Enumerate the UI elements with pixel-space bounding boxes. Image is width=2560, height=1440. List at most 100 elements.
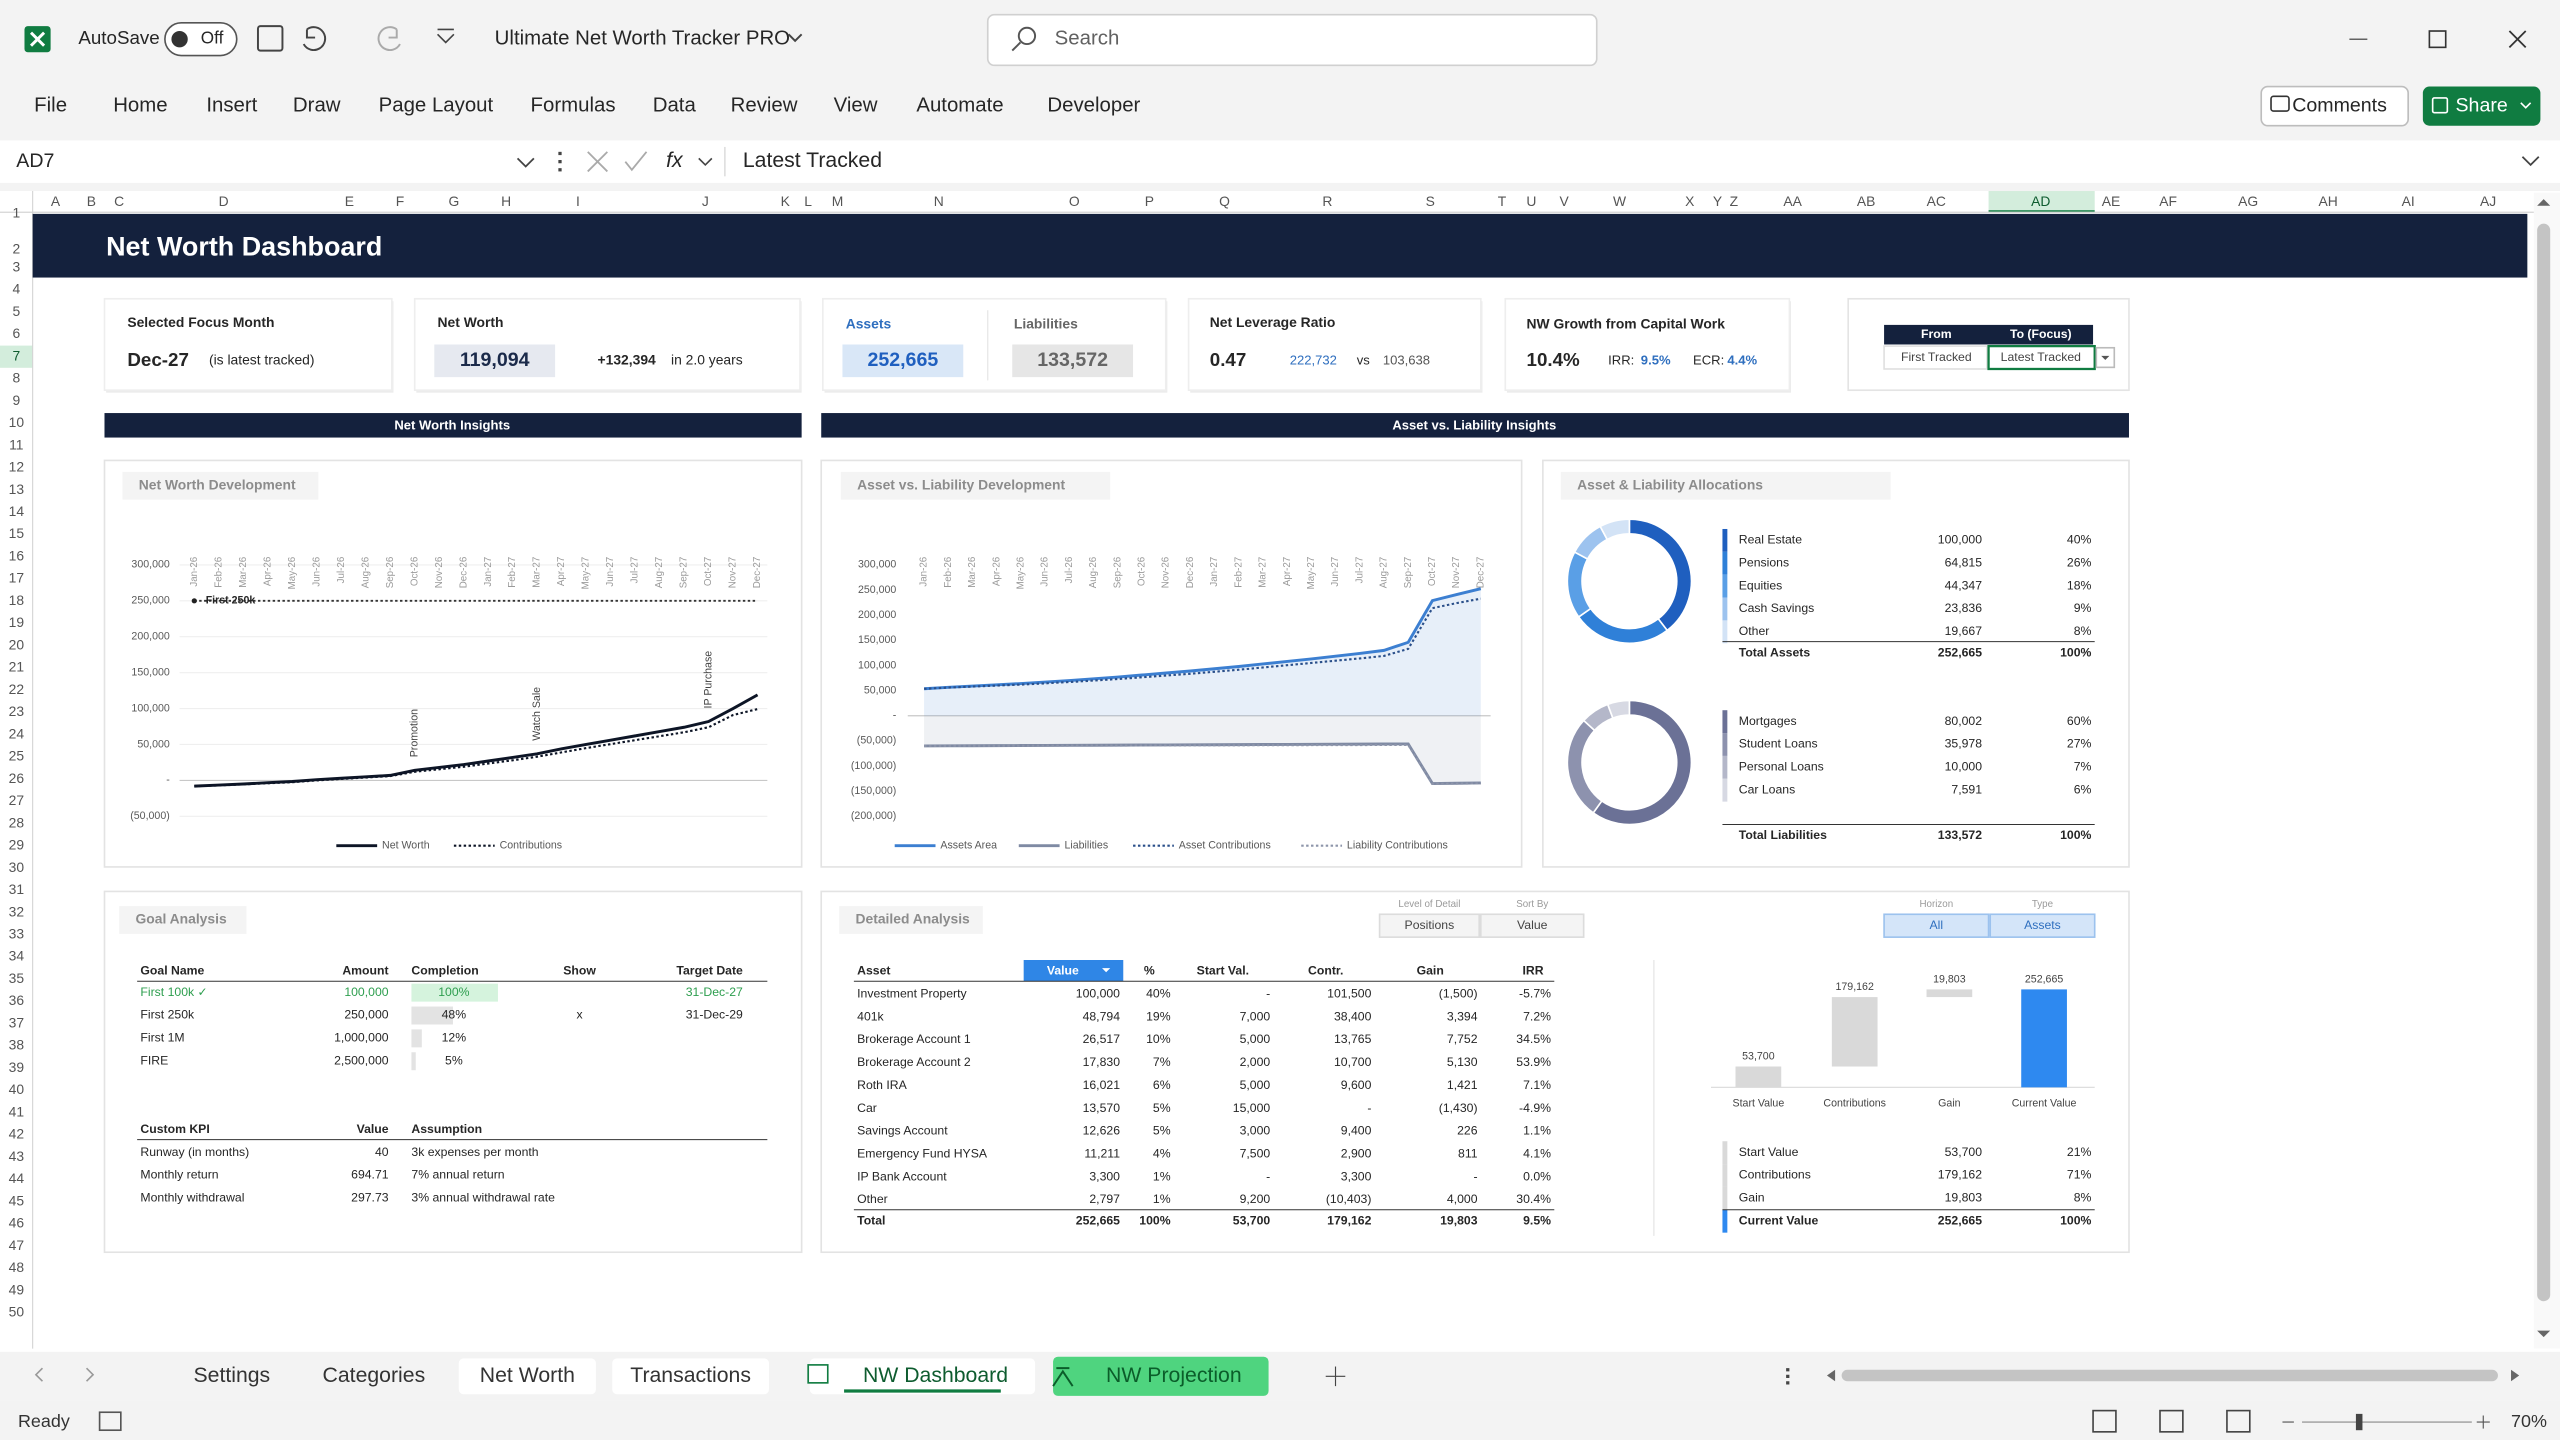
ribbon-tab[interactable]: Home — [113, 95, 167, 117]
row-header[interactable]: 12 — [9, 459, 25, 475]
column-header[interactable]: AJ — [2480, 193, 2496, 209]
column-header[interactable]: H — [501, 193, 511, 209]
row-header[interactable]: 24 — [9, 725, 25, 741]
column-header[interactable]: AG — [2238, 193, 2258, 209]
column-header[interactable]: AC — [1927, 193, 1946, 209]
column-header[interactable]: U — [1526, 193, 1536, 209]
row-header[interactable]: 7 — [12, 347, 20, 363]
column-header[interactable]: N — [934, 193, 944, 209]
row-header[interactable]: 46 — [9, 1215, 25, 1231]
row-header[interactable]: 32 — [9, 903, 25, 919]
column-header[interactable]: X — [1685, 193, 1694, 209]
ribbon-tab[interactable]: Developer — [1047, 95, 1140, 117]
ribbon-tab[interactable]: Draw — [293, 95, 341, 117]
column-header[interactable]: I — [576, 193, 580, 209]
column-header[interactable]: D — [219, 193, 229, 209]
row-header[interactable]: 45 — [9, 1192, 25, 1208]
row-header[interactable]: 16 — [9, 547, 25, 563]
row-header[interactable]: 34 — [9, 948, 25, 964]
column-header[interactable]: P — [1145, 193, 1154, 209]
column-header[interactable]: G — [448, 193, 459, 209]
row-header[interactable]: 11 — [9, 436, 24, 452]
row-header[interactable]: 15 — [9, 525, 25, 541]
row-header[interactable]: 4 — [12, 281, 20, 297]
row-header[interactable]: 27 — [9, 792, 25, 808]
row-header[interactable]: 6 — [12, 325, 20, 341]
ribbon-tab[interactable]: Page Layout — [379, 95, 494, 117]
column-header[interactable]: J — [702, 193, 709, 209]
row-header[interactable]: 36 — [9, 992, 25, 1008]
column-header[interactable]: V — [1559, 193, 1569, 209]
row-header[interactable]: 29 — [9, 837, 25, 853]
column-header[interactable]: S — [1426, 193, 1435, 209]
row-header[interactable]: 14 — [9, 503, 25, 519]
row-header[interactable]: 44 — [9, 1170, 25, 1186]
row-header[interactable]: 23 — [9, 703, 25, 719]
column-header[interactable]: Q — [1219, 193, 1230, 209]
row-header[interactable]: 35 — [9, 970, 25, 986]
column-header[interactable]: Y — [1713, 193, 1722, 209]
column-header[interactable]: A — [51, 193, 61, 209]
sheet-tab-label[interactable]: NW Dashboard — [863, 1364, 1008, 1387]
row-header[interactable]: 25 — [9, 748, 25, 764]
row-header[interactable]: 33 — [9, 926, 25, 942]
range-from[interactable]: First Tracked — [1901, 350, 1972, 364]
row-header[interactable]: 13 — [9, 481, 25, 497]
zoom-thumb[interactable] — [2356, 1414, 2363, 1430]
fx-label[interactable]: fx — [666, 149, 684, 172]
scroll-thumb[interactable] — [2537, 224, 2550, 1302]
ribbon-tab[interactable]: Review — [731, 95, 798, 117]
ribbon-tab[interactable]: File — [34, 95, 67, 117]
row-header[interactable]: 20 — [9, 636, 25, 652]
row-header[interactable]: 17 — [9, 570, 25, 586]
row-header[interactable]: 42 — [9, 1126, 25, 1142]
column-header[interactable]: K — [781, 193, 791, 209]
column-header[interactable]: AI — [2402, 193, 2415, 209]
name-box[interactable]: AD7 — [16, 150, 54, 172]
row-header[interactable]: 2 — [12, 240, 20, 256]
row-header[interactable]: 22 — [9, 681, 25, 697]
column-header[interactable]: T — [1498, 193, 1507, 209]
row-header[interactable]: 18 — [9, 592, 25, 608]
column-header[interactable]: O — [1069, 193, 1080, 209]
row-header[interactable]: 30 — [9, 859, 25, 875]
column-header[interactable]: W — [1613, 193, 1627, 209]
row-header[interactable]: 9 — [12, 392, 20, 408]
row-header[interactable]: 39 — [9, 1059, 25, 1075]
column-header[interactable]: R — [1322, 193, 1332, 209]
range-to[interactable]: Latest Tracked — [2001, 350, 2081, 364]
row-header[interactable]: 3 — [12, 258, 20, 274]
row-header[interactable]: 48 — [9, 1259, 25, 1275]
horizontal-scroll-thumb[interactable] — [1842, 1370, 2498, 1381]
column-header[interactable]: AA — [1783, 193, 1802, 209]
sheet-tab-label[interactable]: Settings — [194, 1364, 271, 1387]
sheet-tab-label[interactable]: NW Projection — [1106, 1364, 1242, 1387]
column-header[interactable]: AB — [1857, 193, 1876, 209]
column-header[interactable]: AD — [2031, 193, 2050, 209]
zoom-level[interactable]: 70% — [2511, 1411, 2547, 1431]
column-header[interactable]: Z — [1730, 193, 1739, 209]
row-header[interactable]: 10 — [9, 414, 25, 430]
column-header[interactable]: E — [345, 193, 354, 209]
ribbon-tab[interactable]: Automate — [916, 95, 1003, 117]
sheet-tab-label[interactable]: Transactions — [630, 1364, 751, 1387]
row-header[interactable]: 43 — [9, 1148, 25, 1164]
row-header[interactable]: 37 — [9, 1014, 25, 1030]
row-header[interactable]: 47 — [9, 1237, 25, 1253]
row-header[interactable]: 19 — [9, 614, 25, 630]
column-header[interactable]: M — [832, 193, 844, 209]
ribbon-tab[interactable]: Insert — [206, 95, 257, 117]
row-header[interactable]: 49 — [9, 1281, 25, 1297]
document-title[interactable]: Ultimate Net Worth Tracker PRO — [495, 28, 790, 50]
row-header[interactable]: 28 — [9, 814, 25, 830]
column-header[interactable]: B — [87, 193, 96, 209]
ribbon-tab[interactable]: View — [834, 95, 878, 117]
row-header[interactable]: 50 — [9, 1304, 25, 1320]
row-header[interactable]: 38 — [9, 1037, 25, 1053]
row-header[interactable]: 1 — [12, 205, 20, 221]
column-header[interactable]: C — [114, 193, 124, 209]
ribbon-tab[interactable]: Data — [653, 95, 697, 117]
row-header[interactable]: 41 — [9, 1103, 25, 1119]
row-header[interactable]: 40 — [9, 1081, 25, 1097]
row-header[interactable]: 26 — [9, 770, 25, 786]
